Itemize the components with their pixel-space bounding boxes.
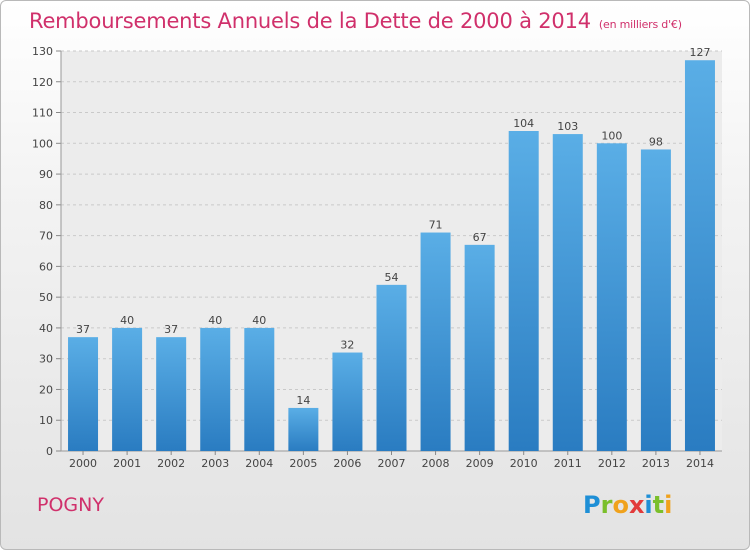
x-tick-label: 2003 [201,457,229,470]
data-label: 103 [557,120,578,133]
y-tick-label: 130 [32,45,53,58]
y-tick-label: 80 [39,199,53,212]
bar [112,327,143,451]
y-tick-label: 120 [32,76,53,89]
x-tick-label: 2013 [642,457,670,470]
x-tick-label: 2006 [333,457,361,470]
logo-letter: x [628,491,645,519]
bar [68,337,99,451]
logo-letter: t [652,491,665,519]
x-tick-label: 2004 [245,457,273,470]
data-label: 67 [473,231,487,244]
y-tick-label: 50 [39,291,53,304]
data-label: 98 [649,135,663,148]
bar [156,337,187,451]
data-label: 40 [208,314,222,327]
data-label: 54 [385,271,399,284]
bar [596,143,627,452]
bar [244,327,275,451]
y-tick-label: 0 [46,445,53,458]
chart-title: Remboursements Annuels de la Dette de 20… [29,9,682,33]
x-tick-label: 2000 [69,457,97,470]
x-tick-label: 2005 [289,457,317,470]
data-label: 71 [429,219,443,232]
x-tick-label: 2009 [466,457,494,470]
data-label: 40 [120,314,134,327]
bar [376,284,407,451]
logo-letter: i [664,491,673,519]
logo-letter: i [644,491,653,519]
data-label: 127 [689,46,710,59]
y-tick-label: 70 [39,230,53,243]
x-tick-label: 2012 [598,457,626,470]
bar [200,327,231,451]
logo-letter: o [612,491,629,519]
data-label: 37 [76,323,90,336]
bar [508,131,539,451]
data-label: 32 [340,339,354,352]
x-tick-label: 2008 [422,457,450,470]
data-label: 14 [296,394,310,407]
x-tick-label: 2014 [686,457,714,470]
data-label: 104 [513,117,534,130]
y-tick-label: 60 [39,260,53,273]
x-tick-label: 2007 [378,457,406,470]
y-tick-label: 10 [39,414,53,427]
y-tick-label: 40 [39,322,53,335]
bar [684,60,715,451]
bar [640,149,671,451]
data-label: 40 [252,314,266,327]
bar [552,134,583,452]
bar [332,352,363,451]
bar [420,232,451,451]
x-tick-label: 2002 [157,457,185,470]
y-tick-label: 20 [39,383,53,396]
y-tick-label: 90 [39,168,53,181]
logo-letter: r [600,491,613,519]
chart-subtitle: (en milliers d'€) [598,18,682,31]
bar [288,407,319,451]
proxiti-logo: Proxiti [583,491,672,519]
commune-name: POGNY [37,494,104,516]
data-label: 37 [164,323,178,336]
x-tick-label: 2010 [510,457,538,470]
bar [464,244,495,451]
data-label: 100 [601,129,622,142]
y-tick-label: 110 [32,107,53,120]
x-tick-label: 2011 [554,457,582,470]
x-tick-label: 2001 [113,457,141,470]
logo-letter: P [583,491,601,519]
y-tick-label: 100 [32,137,53,150]
y-tick-label: 30 [39,353,53,366]
